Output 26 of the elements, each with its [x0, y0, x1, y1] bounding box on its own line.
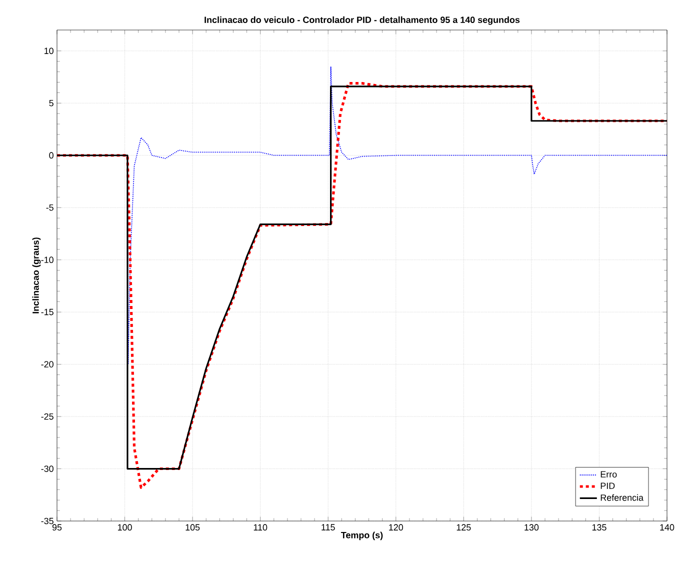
y-axis-title: Inclinacao (graus): [32, 238, 41, 314]
y-tick-label: 0: [49, 152, 54, 159]
x-tick-label: 115: [322, 524, 335, 530]
x-tick-label: 140: [660, 524, 674, 531]
y-tick-label: -5: [46, 204, 54, 211]
legend-label: Erro: [600, 471, 617, 478]
legend-label: Referencia: [600, 494, 644, 501]
y-tick-label: -25: [41, 413, 54, 420]
x-axis-title: Tempo (s): [341, 532, 383, 540]
y-tick-label: -15: [41, 308, 54, 316]
chart-title: Inclinacao do veiculo - Controlador PID - detalhamento 95 a 140 segundos: [204, 16, 520, 25]
y-tick-label: -10: [41, 256, 54, 264]
x-tick-label: 110: [254, 524, 268, 531]
y-tick-label: 10: [44, 48, 54, 54]
x-tick-label: 120: [389, 524, 404, 531]
y-tick-label: 5: [49, 100, 54, 106]
x-tick-label: 95: [52, 524, 62, 531]
x-tick-label: 135: [592, 524, 606, 531]
x-tick-label: 130: [524, 524, 539, 531]
legend-label: PID: [600, 482, 615, 489]
y-tick-label: -20: [41, 361, 54, 368]
x-tick-label: 105: [186, 524, 200, 531]
x-tick-label: 125: [456, 524, 471, 531]
y-tick-label: -35: [41, 518, 54, 524]
y-tick-label: -30: [41, 466, 54, 472]
x-tick-label: 100: [118, 524, 132, 531]
